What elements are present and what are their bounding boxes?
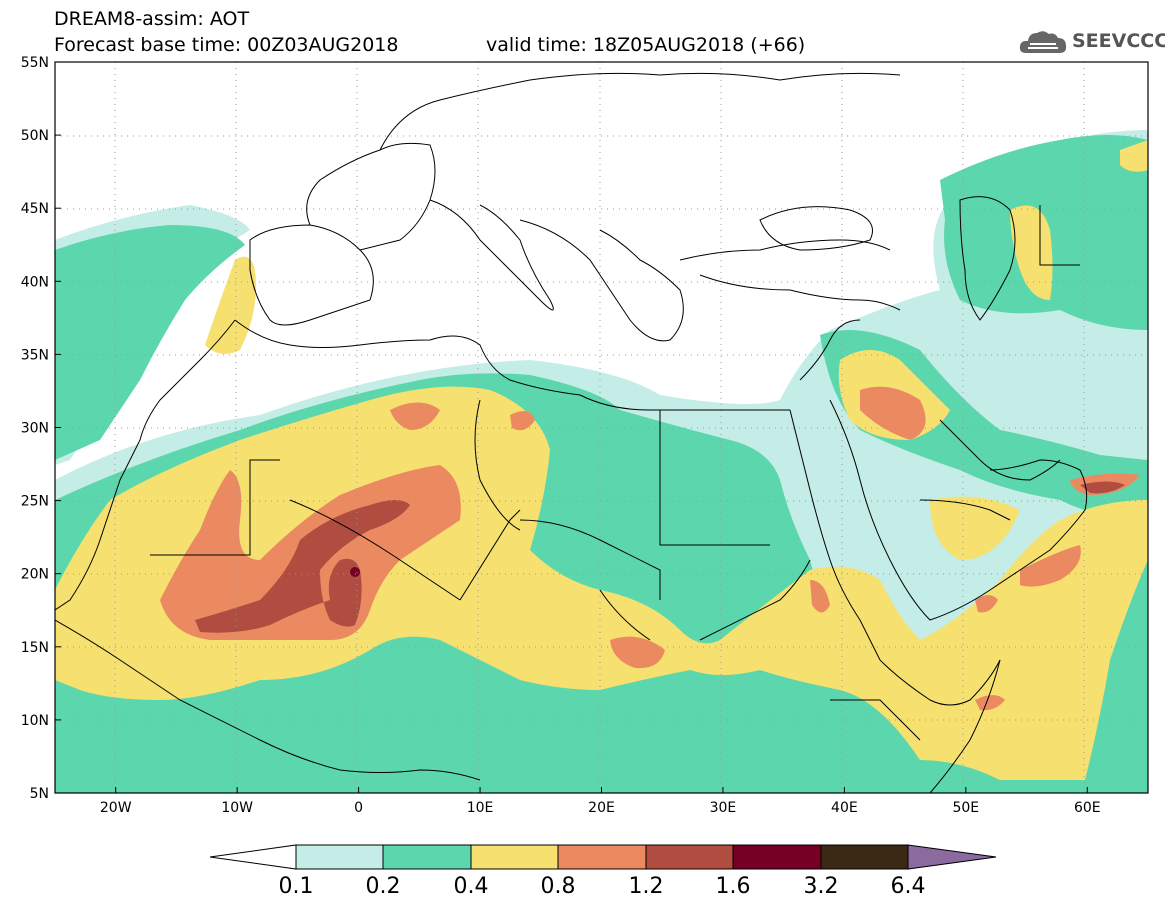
lat-label: 35N <box>21 347 49 363</box>
colorbar-bin-3-2 <box>820 844 909 870</box>
lat-label: 5N <box>30 786 49 802</box>
lon-label: 40E <box>831 800 858 816</box>
colorbar-level-label: 6.4 <box>891 874 926 899</box>
lat-label: 40N <box>21 274 49 290</box>
valid-time: valid time: 18Z05AUG2018 (+66) <box>486 34 806 56</box>
cloud-icon <box>1019 31 1067 53</box>
lat-label: 30N <box>21 421 49 437</box>
colorbar-lower-arrow <box>209 844 297 870</box>
colorbar-labels: 0.1 0.2 0.4 0.8 1.2 1.6 3.2 6.4 <box>279 874 926 899</box>
colorbar-bin-0-1 <box>295 844 384 870</box>
lon-label: 10W <box>221 800 253 816</box>
colorbar-bin-1-2 <box>645 844 734 870</box>
aot-level-1-6 <box>350 567 360 577</box>
lat-label: 25N <box>21 494 49 510</box>
lat-label: 55N <box>21 55 49 71</box>
lon-label: 60E <box>1074 800 1101 816</box>
map-title: DREAM8-assim: AOT <box>54 8 250 30</box>
colorbar-level-label: 0.4 <box>454 874 489 899</box>
colorbar-upper-arrow <box>907 844 997 870</box>
longitude-labels: 20W 10W 0 10E 20E 30E 40E 50E 60E <box>100 787 1101 816</box>
lon-label: 10E <box>467 800 494 816</box>
aot-fields <box>55 62 1148 793</box>
lat-label: 15N <box>21 640 49 656</box>
lat-label: 50N <box>21 128 49 144</box>
lon-label: 0 <box>354 800 363 816</box>
colorbar-level-label: 3.2 <box>804 874 839 899</box>
lon-label: 50E <box>952 800 979 816</box>
colorbar-bin-0-2 <box>382 844 472 870</box>
lon-label: 20E <box>588 800 615 816</box>
latitude-labels: 55N 50N 45N 40N 35N 30N 25N 20N 15N 10N 5N <box>21 55 61 802</box>
forecast-base-time: Forecast base time: 00Z03AUG2018 <box>54 34 399 56</box>
lon-label: 20W <box>100 800 132 816</box>
colorbar-level-label: 0.8 <box>541 874 576 899</box>
lon-label: 30E <box>710 800 737 816</box>
colorbar-bin-1-6 <box>732 844 822 870</box>
colorbar <box>209 844 997 870</box>
coastlines-borders <box>55 72 1088 793</box>
seevccc-logo: SEEVCCC <box>1018 27 1165 57</box>
lat-label: 45N <box>21 201 49 217</box>
lat-label: 10N <box>21 713 49 729</box>
colorbar-level-label: 1.2 <box>629 874 664 899</box>
colorbar-bin-0-8 <box>557 844 647 870</box>
colorbar-level-label: 1.6 <box>716 874 751 899</box>
logo-text: SEEVCCC <box>1072 30 1165 52</box>
graticule <box>55 62 1148 793</box>
colorbar-level-label: 0.1 <box>279 874 314 899</box>
colorbar-bin-0-4 <box>470 844 559 870</box>
colorbar-level-label: 0.2 <box>366 874 401 899</box>
lat-label: 20N <box>21 567 49 583</box>
